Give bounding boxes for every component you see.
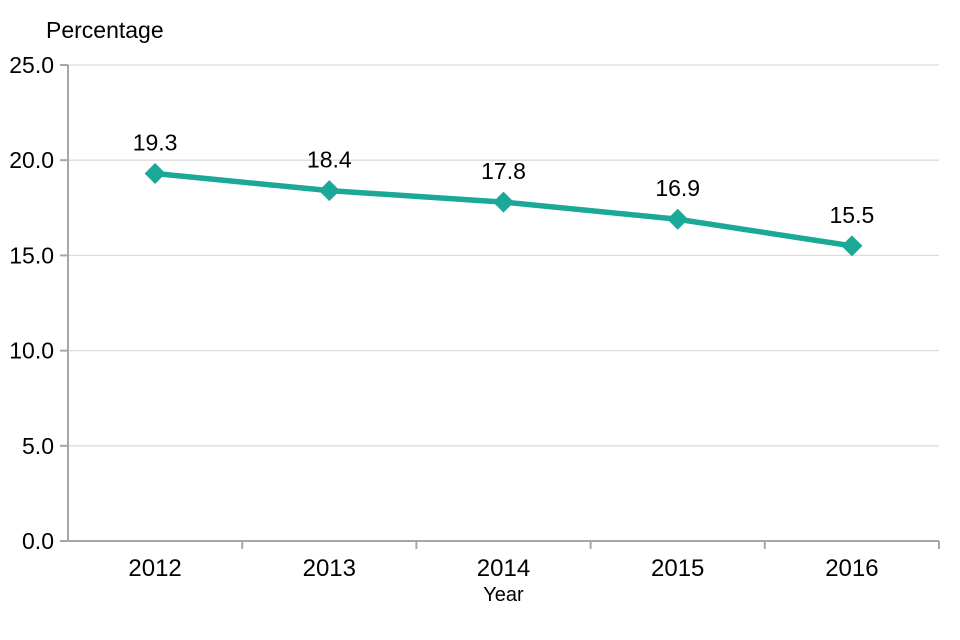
data-point-label: 15.5 xyxy=(830,202,875,228)
data-point-label: 16.9 xyxy=(655,175,700,201)
data-point-marker xyxy=(144,163,166,185)
data-point-marker xyxy=(841,235,863,257)
data-point-marker xyxy=(318,180,340,202)
y-tick-label: 20.0 xyxy=(9,147,54,173)
y-tick-label: 5.0 xyxy=(22,433,54,459)
data-point-label: 17.8 xyxy=(481,158,526,184)
x-tick-label: 2015 xyxy=(651,555,704,582)
y-tick-label: 15.0 xyxy=(9,242,54,268)
x-tick-label: 2016 xyxy=(825,555,878,582)
data-point-marker xyxy=(667,208,689,230)
data-point-marker xyxy=(493,191,514,213)
x-tick-label: 2013 xyxy=(303,555,356,582)
x-axis-title: Year xyxy=(483,584,524,606)
y-tick-label: 25.0 xyxy=(9,52,54,78)
y-tick-label: 10.0 xyxy=(9,338,54,364)
x-tick-label: 2012 xyxy=(128,555,181,582)
y-tick-label: 0.0 xyxy=(22,528,54,554)
data-point-label: 19.3 xyxy=(133,130,178,156)
y-axis-title: Percentage xyxy=(46,17,164,43)
x-tick-label: 2014 xyxy=(477,555,530,582)
data-point-label: 18.4 xyxy=(307,147,352,173)
